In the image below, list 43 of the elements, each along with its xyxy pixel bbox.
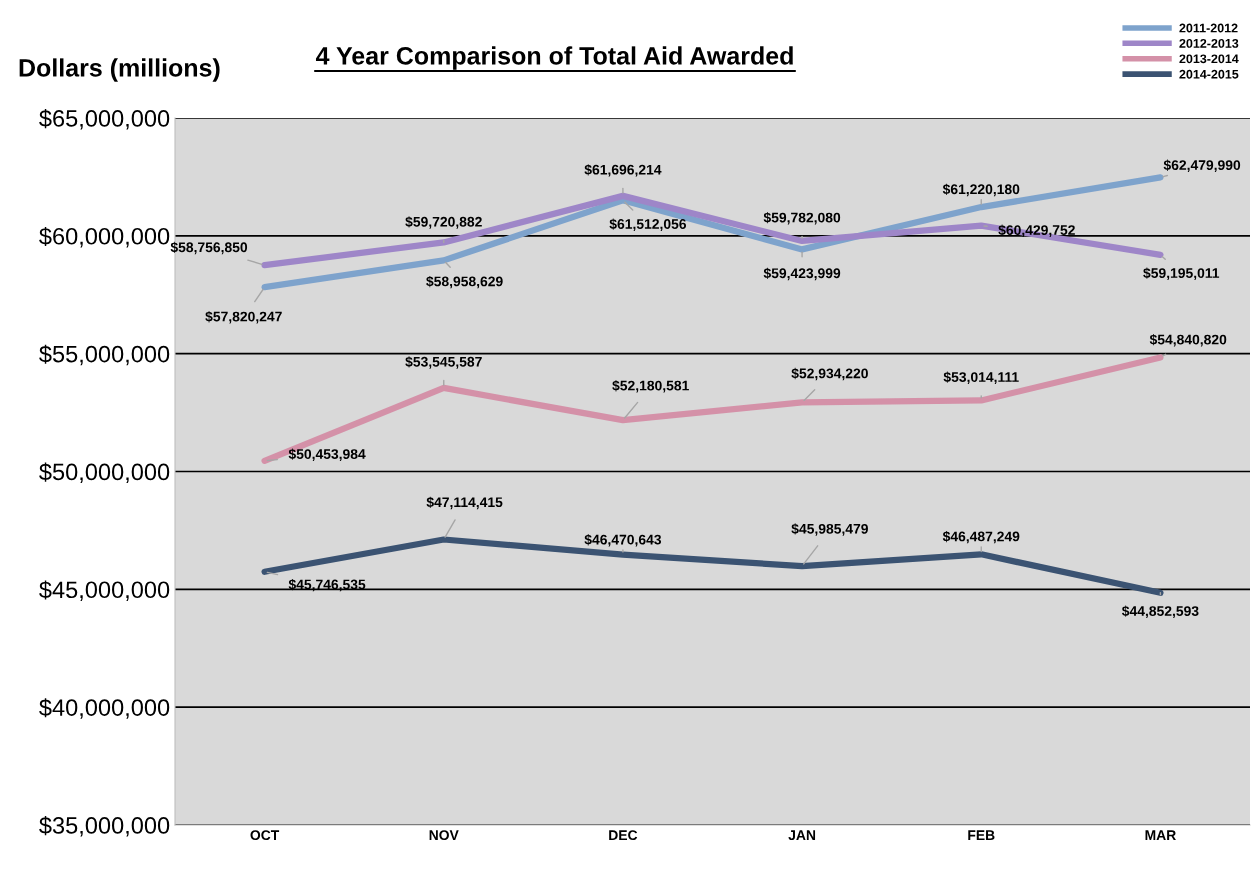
x-tick-label: JAN xyxy=(788,830,816,841)
x-tick-label: OCT xyxy=(250,830,280,841)
data-label: $53,014,111 xyxy=(943,371,1019,384)
data-label: $52,180,581 xyxy=(612,380,689,393)
legend-label: 2013-2014 xyxy=(1179,54,1239,64)
data-label: $59,782,080 xyxy=(763,212,841,225)
data-label: $45,985,479 xyxy=(791,523,868,536)
data-label: $46,470,643 xyxy=(584,534,662,547)
y-axis-title: Dollars (millions) xyxy=(19,58,220,82)
legend-label: 2012-2013 xyxy=(1179,38,1239,48)
data-label: $44,852,593 xyxy=(1121,605,1199,618)
data-label: $57,820,247 xyxy=(205,311,282,324)
data-label: $47,114,415 xyxy=(426,496,503,510)
x-tick-label: FEB xyxy=(968,830,995,840)
legend-label: 2011-2012 xyxy=(1179,23,1238,33)
data-label: $60,429,752 xyxy=(998,224,1075,237)
data-label: $53,545,587 xyxy=(405,356,482,369)
legend-label: 2014-2015 xyxy=(1179,69,1239,79)
data-label: $61,512,056 xyxy=(609,218,687,231)
data-label: $59,423,999 xyxy=(763,267,841,281)
data-label: $52,934,220 xyxy=(791,367,868,381)
data-label: $46,487,249 xyxy=(942,530,1020,544)
x-tick-label: NOV xyxy=(429,830,459,841)
x-tick-label: MAR xyxy=(1145,830,1176,840)
chart-title: 4 Year Comparison of Total Aid Awarded xyxy=(315,46,793,70)
y-tick-label: $65,000,000 xyxy=(39,109,170,130)
data-label: $59,720,882 xyxy=(405,216,482,229)
y-tick-label: $55,000,000 xyxy=(39,344,170,366)
y-tick-label: $35,000,000 xyxy=(39,816,170,837)
y-tick-label: $40,000,000 xyxy=(39,698,170,719)
y-tick-label: $45,000,000 xyxy=(39,580,170,601)
x-tick-label: DEC xyxy=(609,830,638,841)
data-label: $45,746,535 xyxy=(288,578,366,592)
data-label: $58,958,629 xyxy=(426,275,503,289)
data-label: $61,696,214 xyxy=(584,164,662,177)
data-label: $54,840,820 xyxy=(1149,334,1227,347)
data-label: $62,479,990 xyxy=(1163,159,1241,173)
y-tick-label: $60,000,000 xyxy=(39,226,170,248)
y-tick-label: $50,000,000 xyxy=(39,462,170,484)
data-label: $58,756,850 xyxy=(170,241,248,255)
data-label: $50,453,984 xyxy=(288,448,366,461)
data-label: $59,195,011 xyxy=(1143,267,1220,280)
data-label: $61,220,180 xyxy=(942,183,1020,197)
